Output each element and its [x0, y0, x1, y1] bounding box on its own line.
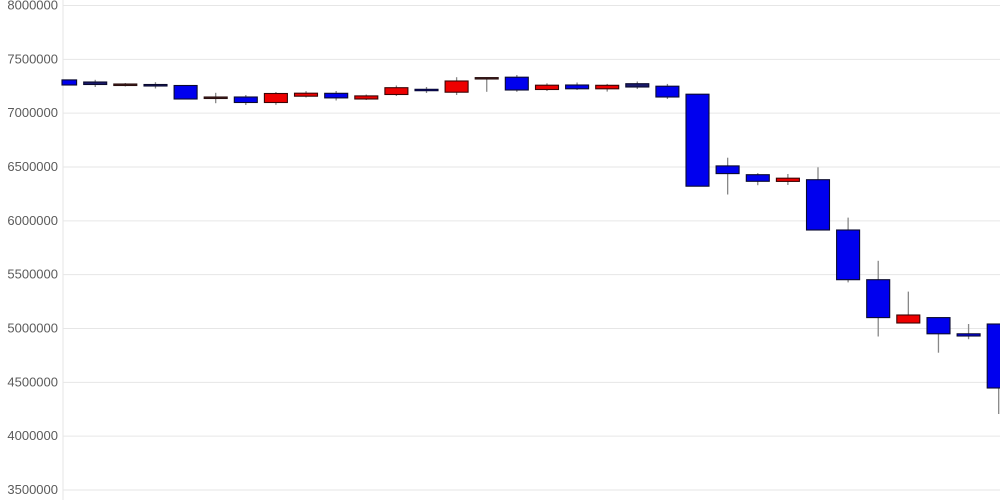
svg-text:6000000: 6000000 — [7, 213, 58, 228]
svg-text:4000000: 4000000 — [7, 428, 58, 443]
svg-text:4500000: 4500000 — [7, 374, 58, 389]
svg-text:6500000: 6500000 — [7, 159, 58, 174]
svg-text:7000000: 7000000 — [7, 105, 58, 120]
svg-text:5000000: 5000000 — [7, 321, 58, 336]
svg-text:3500000: 3500000 — [7, 482, 58, 497]
svg-text:5500000: 5500000 — [7, 267, 58, 282]
svg-text:7500000: 7500000 — [7, 51, 58, 66]
svg-text:8000000: 8000000 — [7, 0, 58, 13]
